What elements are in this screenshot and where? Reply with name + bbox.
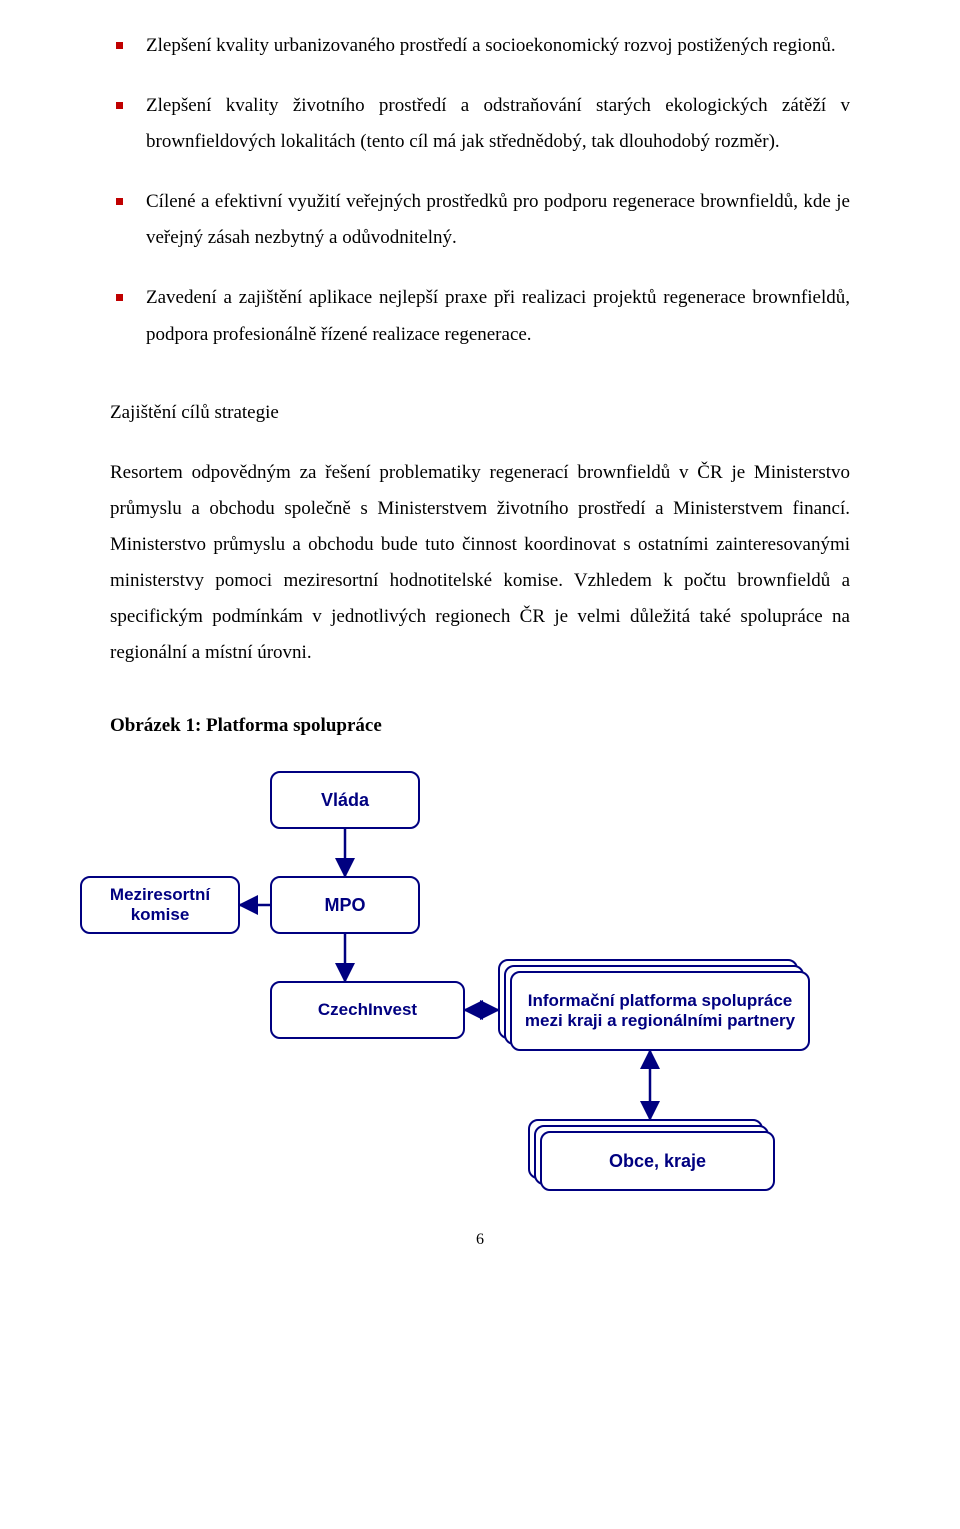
flowchart-diagram: Vláda Meziresortní komise MPO CzechInvest In… [80,771,820,1221]
flowchart-node-czechinvest: CzechInvest [270,981,465,1039]
bullet-item: Cílené a efektivní využití veřejných pro… [110,184,850,256]
bullet-list: Zlepšení kvality urbanizovaného prostřed… [110,28,850,353]
body-paragraph: Resortem odpovědným za řešení problemati… [110,455,850,672]
flowchart-node-mpo: MPO [270,876,420,934]
flowchart-node-komise: Meziresortní komise [80,876,240,934]
bullet-item: Zavedení a zajištění aplikace nejlepší p… [110,280,850,352]
flowchart-node-platforma: Informační platforma spolupráce mezi kra… [510,971,810,1051]
flowchart-node-vlada: Vláda [270,771,420,829]
section-subheading: Zajištění cílů strategie [110,395,850,431]
page-number: 6 [110,1231,850,1249]
bullet-item: Zlepšení kvality urbanizovaného prostřed… [110,28,850,64]
flowchart-node-obce: Obce, kraje [540,1131,775,1191]
figure-title: Obrázek 1: Platforma spolupráce [110,715,850,737]
bullet-item: Zlepšení kvality životního prostředí a o… [110,88,850,160]
